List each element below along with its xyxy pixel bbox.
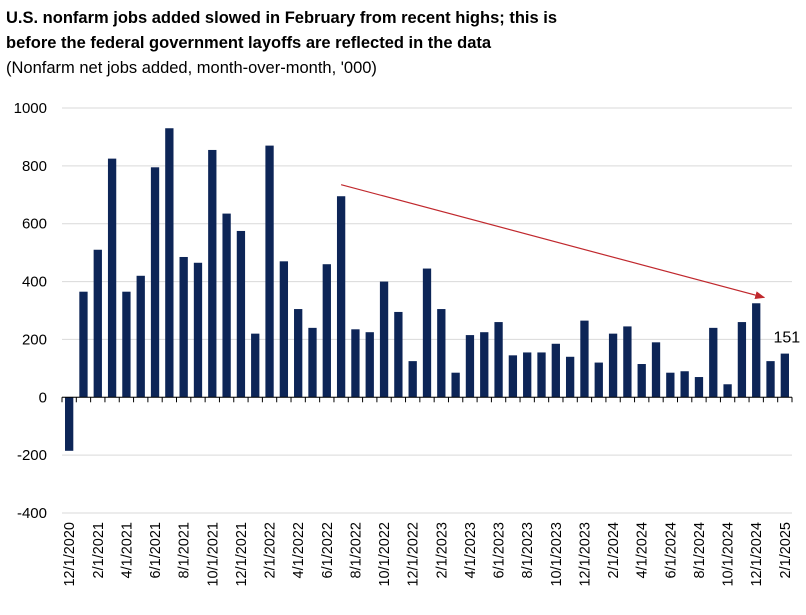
x-tick-label: 12/1/2020: [62, 522, 78, 587]
trend-arrow: [340, 184, 766, 300]
bar: [193, 262, 203, 398]
bar: [565, 356, 575, 398]
bar: [651, 342, 661, 398]
chart-subtitle: (Nonfarm net jobs added, month-over-mont…: [6, 59, 377, 77]
bar: [165, 128, 174, 398]
x-tick-label: 6/1/2022: [320, 522, 336, 578]
x-tick-label: 10/1/2022: [377, 522, 393, 587]
x-tick-label: 10/1/2024: [721, 522, 737, 587]
bar: [236, 230, 246, 398]
bar: [122, 291, 131, 398]
bar: [523, 352, 532, 398]
bar: [752, 303, 761, 398]
bar: [694, 377, 704, 398]
bar: [422, 268, 432, 398]
chart-title: U.S. nonfarm jobs added slowed in Februa…: [6, 6, 796, 56]
x-tick-label: 10/1/2023: [549, 522, 565, 587]
bar: [451, 372, 460, 398]
bar: [351, 329, 360, 398]
x-tick-label: 4/1/2024: [635, 522, 651, 578]
bar: [766, 361, 775, 398]
bar: [150, 167, 160, 398]
bar: [208, 149, 217, 398]
y-tick-label: 0: [39, 389, 47, 406]
bar: [537, 352, 546, 398]
x-tick-label: 8/1/2022: [348, 522, 364, 578]
bar: [666, 372, 675, 398]
bar: [93, 249, 102, 398]
bar: [136, 275, 145, 398]
x-tick-label: 2/1/2021: [91, 522, 107, 578]
y-tick-label: 400: [22, 274, 47, 291]
bar: [408, 361, 417, 398]
bar: [551, 343, 560, 398]
bar: [637, 364, 646, 398]
x-tick-label: 8/1/2023: [520, 522, 536, 578]
x-tick-label: 6/1/2023: [492, 522, 508, 578]
bar: [723, 384, 732, 398]
x-tick-label: 8/1/2021: [177, 522, 193, 578]
y-tick-label: -200: [17, 447, 47, 464]
bar: [107, 158, 117, 398]
x-tick-label: 4/1/2023: [463, 522, 479, 578]
x-tick-label: 6/1/2021: [148, 522, 164, 578]
y-tick-label: 600: [22, 216, 47, 233]
bar: [594, 362, 603, 398]
bars: [65, 128, 789, 451]
bar: [709, 327, 718, 398]
bar: [379, 281, 389, 398]
x-axis-ticks: 12/1/2020 2/1/2021 4/1/2021 6/1/2021 8/1/202…: [62, 522, 794, 587]
chart-title-line-2: before the federal government layoffs ar…: [6, 34, 492, 52]
y-tick-label: 1000: [14, 100, 47, 117]
x-tick-label: 12/1/2021: [234, 522, 250, 587]
x-tick-label: 2/1/2024: [606, 522, 622, 578]
chart-title-line-1: U.S. nonfarm jobs added slowed in Februa…: [6, 9, 558, 27]
x-tick-label: 2/1/2025: [778, 522, 794, 578]
bar: [465, 335, 475, 398]
x-tick-label: 8/1/2024: [692, 522, 708, 578]
annotations: 151: [340, 184, 800, 347]
x-tick-label: 6/1/2024: [663, 522, 679, 578]
bar: [251, 333, 260, 398]
bar: [65, 397, 74, 451]
bar: [294, 309, 303, 398]
bar: [680, 371, 689, 398]
bar: [279, 261, 289, 398]
y-axis-ticks: -400 -200 0 200 400 600 800 1000: [14, 100, 47, 522]
bar: [508, 355, 518, 398]
bar: [265, 145, 274, 398]
bar: [623, 326, 632, 398]
x-tick-label: 12/1/2022: [406, 522, 422, 587]
x-tick-label: 12/1/2023: [577, 522, 593, 587]
bar: [79, 291, 88, 398]
y-tick-label: 200: [22, 331, 47, 348]
bar: [322, 264, 331, 398]
x-tick-label: 10/1/2021: [205, 522, 221, 587]
x-tick-label: 4/1/2021: [119, 522, 135, 578]
bar: [336, 196, 346, 398]
bar: [737, 322, 747, 398]
y-tick-label: -400: [17, 505, 47, 522]
bar: [222, 213, 231, 398]
x-tick-label: 4/1/2022: [291, 522, 307, 578]
bar: [608, 333, 618, 398]
bar: [365, 332, 374, 398]
bar: [580, 320, 589, 398]
x-tick-label: 2/1/2023: [434, 522, 450, 578]
y-tick-label: 800: [22, 158, 47, 175]
bar: [480, 332, 489, 398]
x-axis: [61, 396, 793, 403]
bar: [780, 353, 789, 398]
bar: [437, 309, 446, 398]
x-tick-label: 2/1/2022: [263, 522, 279, 578]
x-tick-label: 12/1/2024: [749, 522, 765, 587]
bar: [394, 311, 403, 398]
bar: [179, 256, 188, 398]
bar: [308, 327, 317, 398]
data-label: 151: [773, 330, 800, 347]
bar: [494, 322, 503, 398]
